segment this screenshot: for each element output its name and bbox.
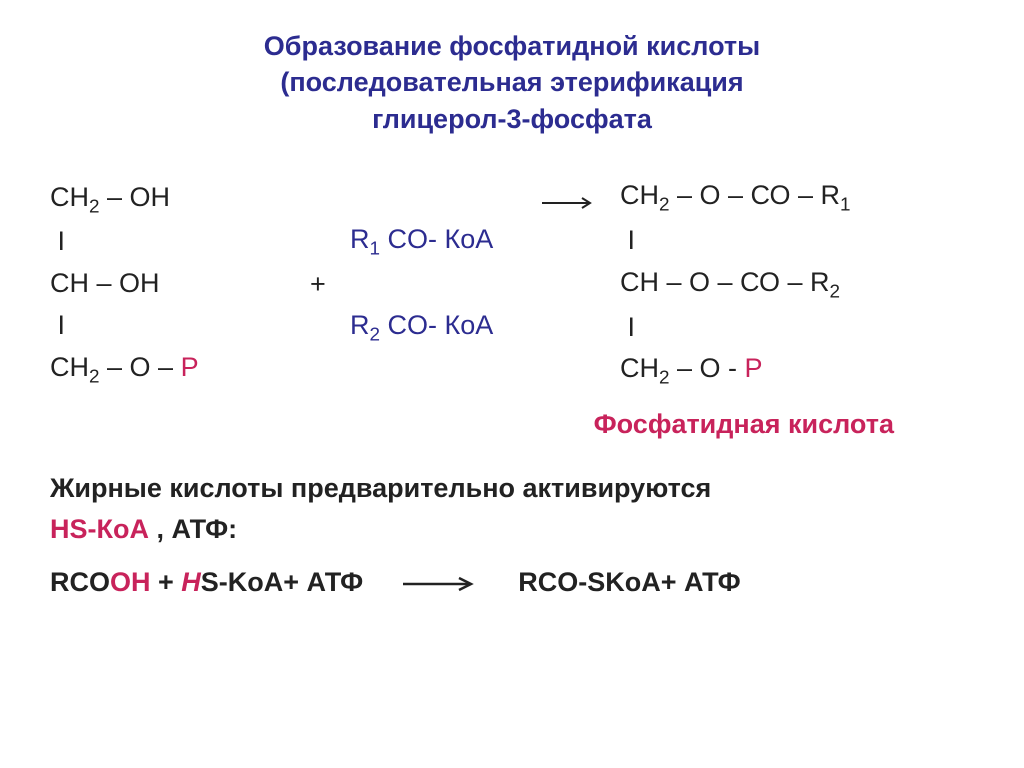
product-molecule: СН2 – О – СО – R1 І СН – О – СО – R2 І С… xyxy=(620,175,974,393)
plus-sign: + xyxy=(310,269,350,300)
reactant-c1: СН2 – ОН xyxy=(50,177,199,222)
activation-text: Жирные кислоты предварительно активируют… xyxy=(50,468,974,549)
slide-title: Образование фосфатидной кислоты (последо… xyxy=(50,28,974,137)
product-c1: СН2 – О – СО – R1 xyxy=(620,175,851,220)
reactant-bond-2: І xyxy=(50,305,199,347)
reactant-c3: СН2 – О – Р xyxy=(50,347,199,392)
activation-line-1: Жирные кислоты предварительно активируют… xyxy=(50,473,711,503)
activation-hs-koa: HS-КоА xyxy=(50,514,156,544)
reagent-r1: R1 CO- КоА xyxy=(350,219,493,264)
reaction-scheme: СН2 – ОН І СН – ОН І СН2 – О – Р + R1 CO… xyxy=(50,175,974,393)
title-line-3: глицерол-3-фосфата xyxy=(50,101,974,137)
reaction-arrow xyxy=(540,263,620,305)
equation-arrow-icon xyxy=(401,576,481,592)
acyl-coa-reagents: R1 CO- КоА R2 CO- КоА xyxy=(350,177,540,392)
product-bond-2: І xyxy=(620,307,851,349)
reagent-r2: R2 CO- КоА xyxy=(350,305,493,350)
product-c2: СН – О – СО – R2 xyxy=(620,262,851,307)
title-line-2: (последовательная этерификация xyxy=(50,64,974,100)
product-name-label: Фосфатидная кислота xyxy=(50,409,974,440)
product-c3: СН2 – О - Р xyxy=(620,348,851,393)
title-line-1: Образование фосфатидной кислоты xyxy=(50,28,974,64)
reactant-bond-1: І xyxy=(50,221,199,263)
reactant-molecule: СН2 – ОН І СН – ОН І СН2 – О – Р xyxy=(50,177,310,392)
activation-equation: RCOOH + HS-KoA+ АТФ RCO-SKoA+ АТФ xyxy=(50,567,974,598)
reactant-c2: СН – ОН xyxy=(50,263,199,305)
product-bond-1: І xyxy=(620,220,851,262)
activation-atp: , АТФ: xyxy=(156,514,237,544)
